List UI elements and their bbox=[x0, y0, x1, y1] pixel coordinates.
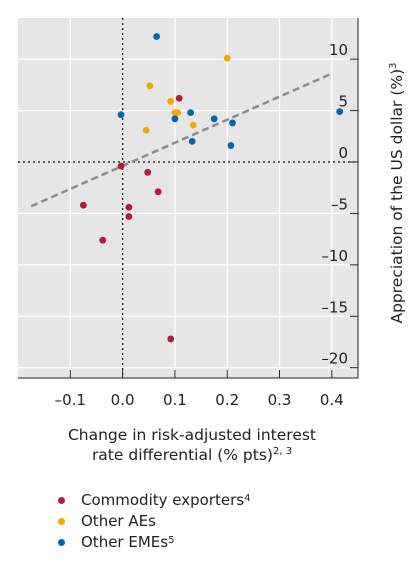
x-axis-title-line1: Change in risk-adjusted interest bbox=[68, 426, 316, 444]
point-series0-6 bbox=[154, 188, 162, 196]
legend-sup-other-emes: 5 bbox=[168, 535, 175, 546]
point-series1-0 bbox=[146, 82, 154, 90]
y-tick-label-6: 10 bbox=[329, 41, 348, 59]
y-axis-title-text: Appreciation of the US dollar (%) bbox=[388, 69, 406, 324]
legend-label-other-emes: Other EMEs bbox=[81, 533, 169, 551]
legend-item-other-aes: Other AEs bbox=[58, 511, 250, 532]
legend-sup-commodity-exporters: 4 bbox=[244, 493, 251, 504]
point-series2-4 bbox=[188, 138, 196, 145]
point-series2-1 bbox=[153, 33, 161, 40]
point-series0-7 bbox=[175, 94, 183, 102]
point-series1-6 bbox=[223, 54, 231, 62]
legend-label-other-aes: Other AEs bbox=[81, 512, 156, 530]
point-series2-8 bbox=[336, 108, 344, 115]
legend: Commodity exporters 4 Other AEs Other EME… bbox=[58, 490, 250, 553]
x-axis-title-line2-text: rate differential (% pts) bbox=[92, 446, 273, 464]
point-series2-0 bbox=[117, 111, 125, 119]
point-series2-7 bbox=[227, 142, 235, 149]
x-axis-title-line2: rate differential (% pts)2, 3 bbox=[92, 446, 292, 464]
point-series1-5 bbox=[189, 121, 197, 129]
legend-label-commodity-exporters: Commodity exporters bbox=[81, 491, 245, 509]
point-series0-8 bbox=[167, 335, 175, 343]
legend-item-other-emes: Other EMEs 5 bbox=[58, 532, 250, 553]
y-tick-label-5: 5 bbox=[338, 93, 348, 111]
point-series0-4 bbox=[125, 213, 133, 220]
point-series0-5 bbox=[144, 168, 152, 176]
point-series1-4 bbox=[174, 109, 181, 117]
x-tick-label-5: 0.4 bbox=[320, 391, 344, 409]
point-series2-5 bbox=[210, 115, 218, 123]
point-series0-3 bbox=[125, 203, 133, 211]
legend-marker-other-aes bbox=[58, 518, 65, 525]
y-tick-labels: –20 –15 –10 –5 0 5 10 bbox=[321, 41, 348, 368]
point-series0-0 bbox=[79, 201, 87, 209]
point-series2-2 bbox=[171, 115, 179, 123]
plot-area bbox=[18, 18, 358, 378]
y-tick-label-4: 0 bbox=[338, 144, 348, 162]
y-tick-label-1: –15 bbox=[321, 298, 348, 316]
x-tick-label-2: 0.1 bbox=[163, 391, 187, 409]
data-points bbox=[79, 33, 344, 343]
point-series0-2 bbox=[117, 162, 125, 170]
x-tick-label-0: –0.1 bbox=[55, 391, 86, 409]
axes bbox=[18, 18, 359, 379]
point-series1-1 bbox=[142, 126, 150, 134]
grid-lines bbox=[18, 18, 358, 378]
point-series2-6 bbox=[229, 119, 236, 127]
x-tick-label-1: 0.0 bbox=[111, 391, 135, 409]
y-tick-label-2: –10 bbox=[321, 247, 348, 265]
y-axis-title-sup: 3 bbox=[388, 62, 399, 68]
x-tick-label-3: 0.2 bbox=[215, 391, 239, 409]
point-series2-3 bbox=[187, 109, 195, 117]
x-tick-label-4: 0.3 bbox=[268, 391, 292, 409]
legend-marker-other-emes bbox=[58, 539, 65, 546]
point-series1-2 bbox=[167, 97, 175, 105]
y-tick-label-0: –20 bbox=[321, 350, 348, 368]
y-axis-title: Appreciation of the US dollar (%)3 bbox=[388, 62, 406, 323]
zero-lines bbox=[18, 18, 358, 378]
x-tick-labels: –0.1 0.0 0.1 0.2 0.3 0.4 bbox=[55, 391, 344, 409]
x-axis-title-sup: 2, 3 bbox=[273, 446, 292, 457]
scatter-chart: –0.1 0.0 0.1 0.2 0.3 0.4 –20 –15 –10 –5 0 5 10 Chan… bbox=[18, 18, 406, 464]
point-series0-1 bbox=[99, 236, 107, 244]
legend-marker-commodity-exporters bbox=[58, 497, 65, 504]
legend-item-commodity-exporters: Commodity exporters 4 bbox=[58, 490, 250, 511]
y-tick-label-3: –5 bbox=[331, 195, 348, 213]
